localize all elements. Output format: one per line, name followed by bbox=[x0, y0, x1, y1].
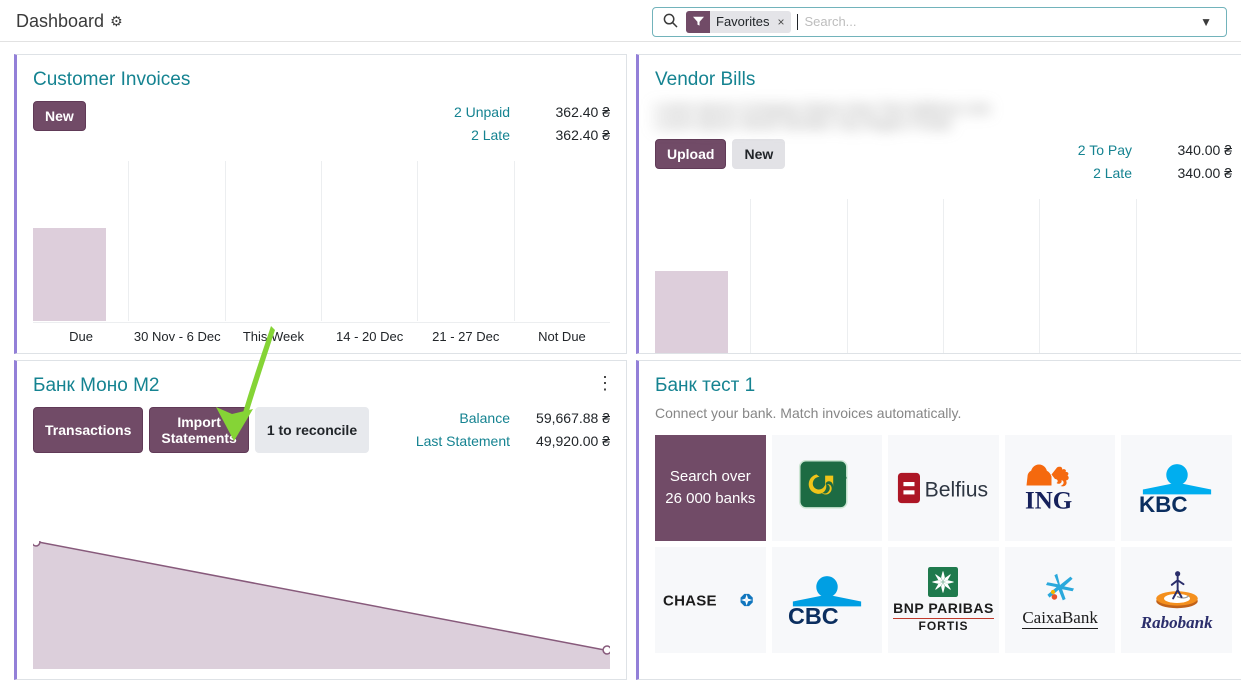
svg-text:Belfius: Belfius bbox=[925, 478, 989, 501]
svg-text:CHASE: CHASE bbox=[663, 593, 717, 610]
svg-text:ING: ING bbox=[1025, 488, 1072, 515]
svg-text:KBC: KBC bbox=[1139, 492, 1188, 516]
svg-text:CBC: CBC bbox=[788, 603, 839, 628]
